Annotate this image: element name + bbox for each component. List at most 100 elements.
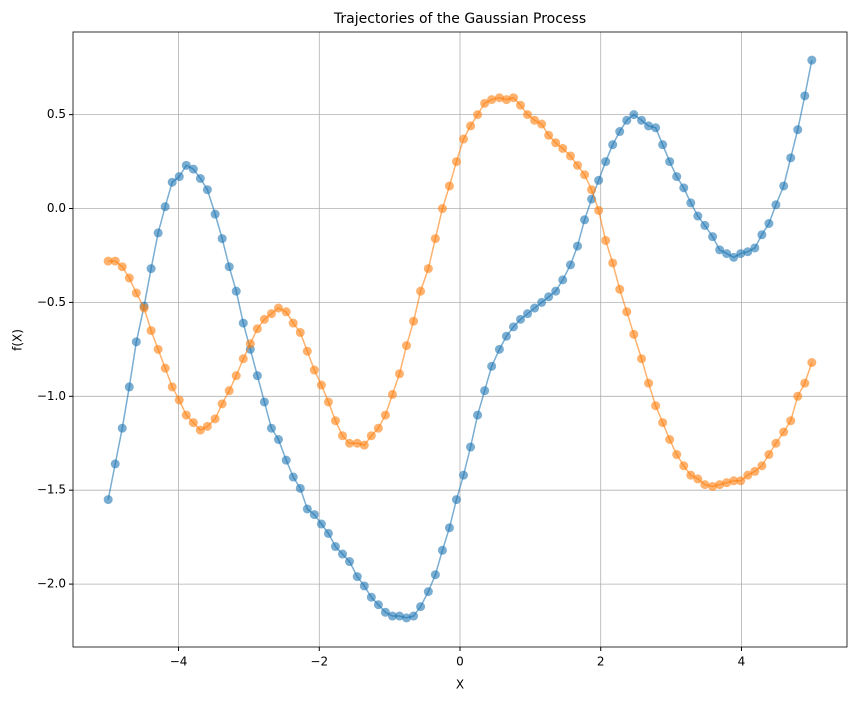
point [423,264,433,274]
point [231,286,241,296]
point [715,245,725,255]
point [266,423,276,433]
point [608,258,618,268]
point [202,185,212,195]
point [601,157,611,167]
point [117,423,127,433]
point [700,480,710,490]
point [394,369,404,379]
point [146,326,156,336]
point [508,322,518,332]
chart-title: Trajectories of the Gaussian Process [333,11,586,27]
point [380,607,390,617]
point [131,288,141,298]
point [530,115,540,125]
point [644,378,654,388]
point [352,572,362,582]
point [537,297,547,307]
point [110,459,120,469]
y-tick-label: 0.5 [47,107,66,121]
point [459,134,469,144]
point [103,256,113,266]
point [551,286,561,296]
point [544,130,554,140]
point [139,303,149,313]
point [580,215,590,225]
point [117,262,127,272]
point [551,138,561,148]
point [146,264,156,274]
point [672,172,682,182]
point [437,204,447,214]
point [651,401,661,411]
point [615,284,625,294]
point [444,181,454,191]
point [195,173,205,183]
point [544,292,554,302]
point [722,249,732,259]
point [373,423,383,433]
point [174,172,184,182]
point [480,98,490,108]
point [252,324,262,334]
point [779,427,789,437]
point [629,110,639,120]
point [473,110,483,120]
point [743,470,753,480]
point [423,587,433,597]
plot-frame [72,31,848,648]
point [558,275,568,285]
point [345,557,355,567]
point [337,431,347,441]
point [188,164,198,174]
point [736,476,746,486]
point [245,339,255,349]
point [700,220,710,230]
y-axis-label: f(X) [11,329,25,351]
point [437,545,447,555]
point [786,416,796,426]
point [295,327,305,337]
point [416,286,426,296]
point [337,549,347,559]
x-tick-label: 2 [597,655,605,669]
point [779,181,789,191]
point [110,256,120,266]
point [487,361,497,371]
point [160,202,170,212]
y-tick-label: −2.0 [37,577,66,591]
point [573,241,583,251]
point [181,160,191,170]
point [466,121,476,131]
point [288,318,298,328]
point [757,230,767,240]
point [508,93,518,103]
point [380,410,390,420]
point [217,399,227,409]
point [167,177,177,187]
point [281,307,291,317]
point [729,476,739,486]
point [665,157,675,167]
point [387,389,397,399]
point [530,303,540,313]
point [103,495,113,505]
point [387,611,397,621]
point [167,382,177,392]
point [580,170,590,180]
point [266,309,276,319]
point [181,410,191,420]
point [352,438,362,448]
point [686,198,696,208]
point [323,397,333,407]
point [793,125,803,135]
point [565,260,575,270]
point [494,344,504,354]
point [807,55,817,65]
point [608,140,618,150]
point [402,341,412,351]
point [238,318,248,328]
point [736,249,746,259]
point [708,232,718,242]
